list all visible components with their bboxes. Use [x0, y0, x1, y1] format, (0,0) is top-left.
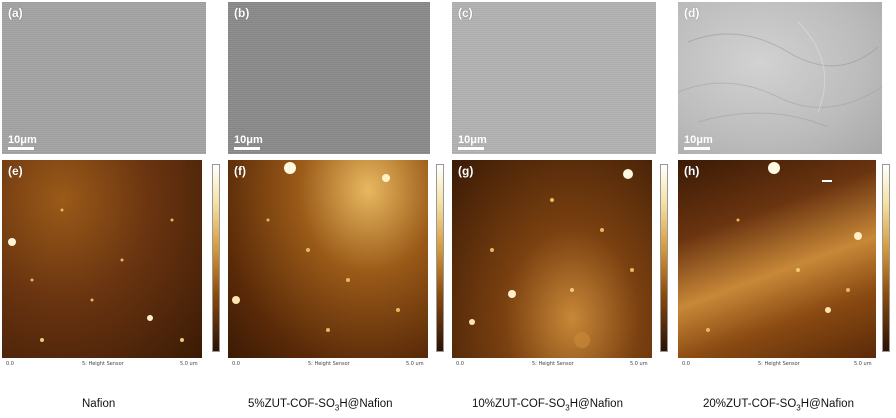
sem-panel-d: (d) 10μm	[678, 2, 882, 154]
panel-letter: (e)	[8, 164, 23, 178]
x-axis-end: 5.0 um	[180, 361, 198, 367]
caption-nafion: Nafion	[82, 398, 115, 410]
caption-pre: 10%ZUT-COF-SO	[472, 398, 566, 410]
scale-label: 10μm	[8, 134, 37, 146]
caption-sub: 3	[565, 403, 570, 413]
color-scale-bar	[882, 164, 890, 352]
panel-letter: (b)	[234, 6, 250, 20]
afm-panel-h: (h) 0.0 5: Height Sensor 5.0 um	[678, 160, 894, 372]
panel-letter: (c)	[458, 6, 473, 20]
color-scale-bar	[436, 164, 444, 352]
caption-text: Nafion	[82, 398, 116, 410]
caption-post: H@Nafion	[569, 398, 623, 410]
scale-bar	[684, 147, 710, 150]
caption-post: H@Nafion	[339, 398, 393, 410]
sem-panel-c: (c) 10μm	[452, 2, 656, 154]
caption-sub: 3	[796, 403, 801, 413]
x-axis-end: 5.0 um	[854, 361, 872, 367]
axis-title: 5: Height Sensor	[532, 361, 574, 367]
afm-particles	[232, 162, 400, 332]
afm-particles	[469, 169, 634, 348]
afm-panel-e: (e) 0.0 5: Height Sensor 5.0 um	[2, 160, 224, 372]
afm-panel-g: (g) 0.0 5: Height Sensor 5.0 um	[452, 160, 674, 372]
scale-bar	[234, 147, 260, 150]
panel-letter: (h)	[684, 164, 700, 178]
caption-pre: 5%ZUT-COF-SO	[248, 398, 335, 410]
afm-particles	[8, 208, 184, 342]
scale-bar	[458, 147, 484, 150]
sem-panel-b: (b) 10μm	[228, 2, 430, 154]
caption-pre: 20%ZUT-COF-SO	[703, 398, 797, 410]
x-axis-start: 0.0	[456, 361, 464, 367]
x-axis-start: 0.0	[232, 361, 240, 367]
panel-letter: (d)	[684, 6, 700, 20]
panel-letter: (g)	[458, 164, 474, 178]
panel-letter: (a)	[8, 6, 23, 20]
caption-5pct: 5%ZUT-COF-SO3H@Nafion	[248, 398, 393, 412]
caption-20pct: 20%ZUT-COF-SO3H@Nafion	[703, 398, 854, 412]
axis-title: 5: Height Sensor	[758, 361, 800, 367]
panel-letter: (f)	[234, 164, 246, 178]
afm-panel-f: (f) 0.0 5: Height Sensor 5.0 um	[228, 160, 450, 372]
scale-bar	[8, 147, 34, 150]
caption-10pct: 10%ZUT-COF-SO3H@Nafion	[472, 398, 623, 412]
x-axis-end: 5.0 um	[630, 361, 648, 367]
scale-label: 10μm	[458, 134, 487, 146]
x-axis-start: 0.0	[6, 361, 14, 367]
color-scale-bar	[660, 164, 668, 352]
caption-post: H@Nafion	[800, 398, 854, 410]
sem-panel-a: (a) 10μm	[2, 2, 206, 154]
scale-label: 10μm	[234, 134, 263, 146]
surface-texture	[678, 21, 882, 128]
afm-particles	[706, 162, 862, 332]
axis-title: 5: Height Sensor	[82, 361, 124, 367]
x-axis-end: 5.0 um	[406, 361, 424, 367]
x-axis-start: 0.0	[682, 361, 690, 367]
axis-title: 5: Height Sensor	[308, 361, 350, 367]
color-scale-bar	[212, 164, 220, 352]
scale-label: 10μm	[684, 134, 713, 146]
caption-sub: 3	[334, 403, 340, 413]
